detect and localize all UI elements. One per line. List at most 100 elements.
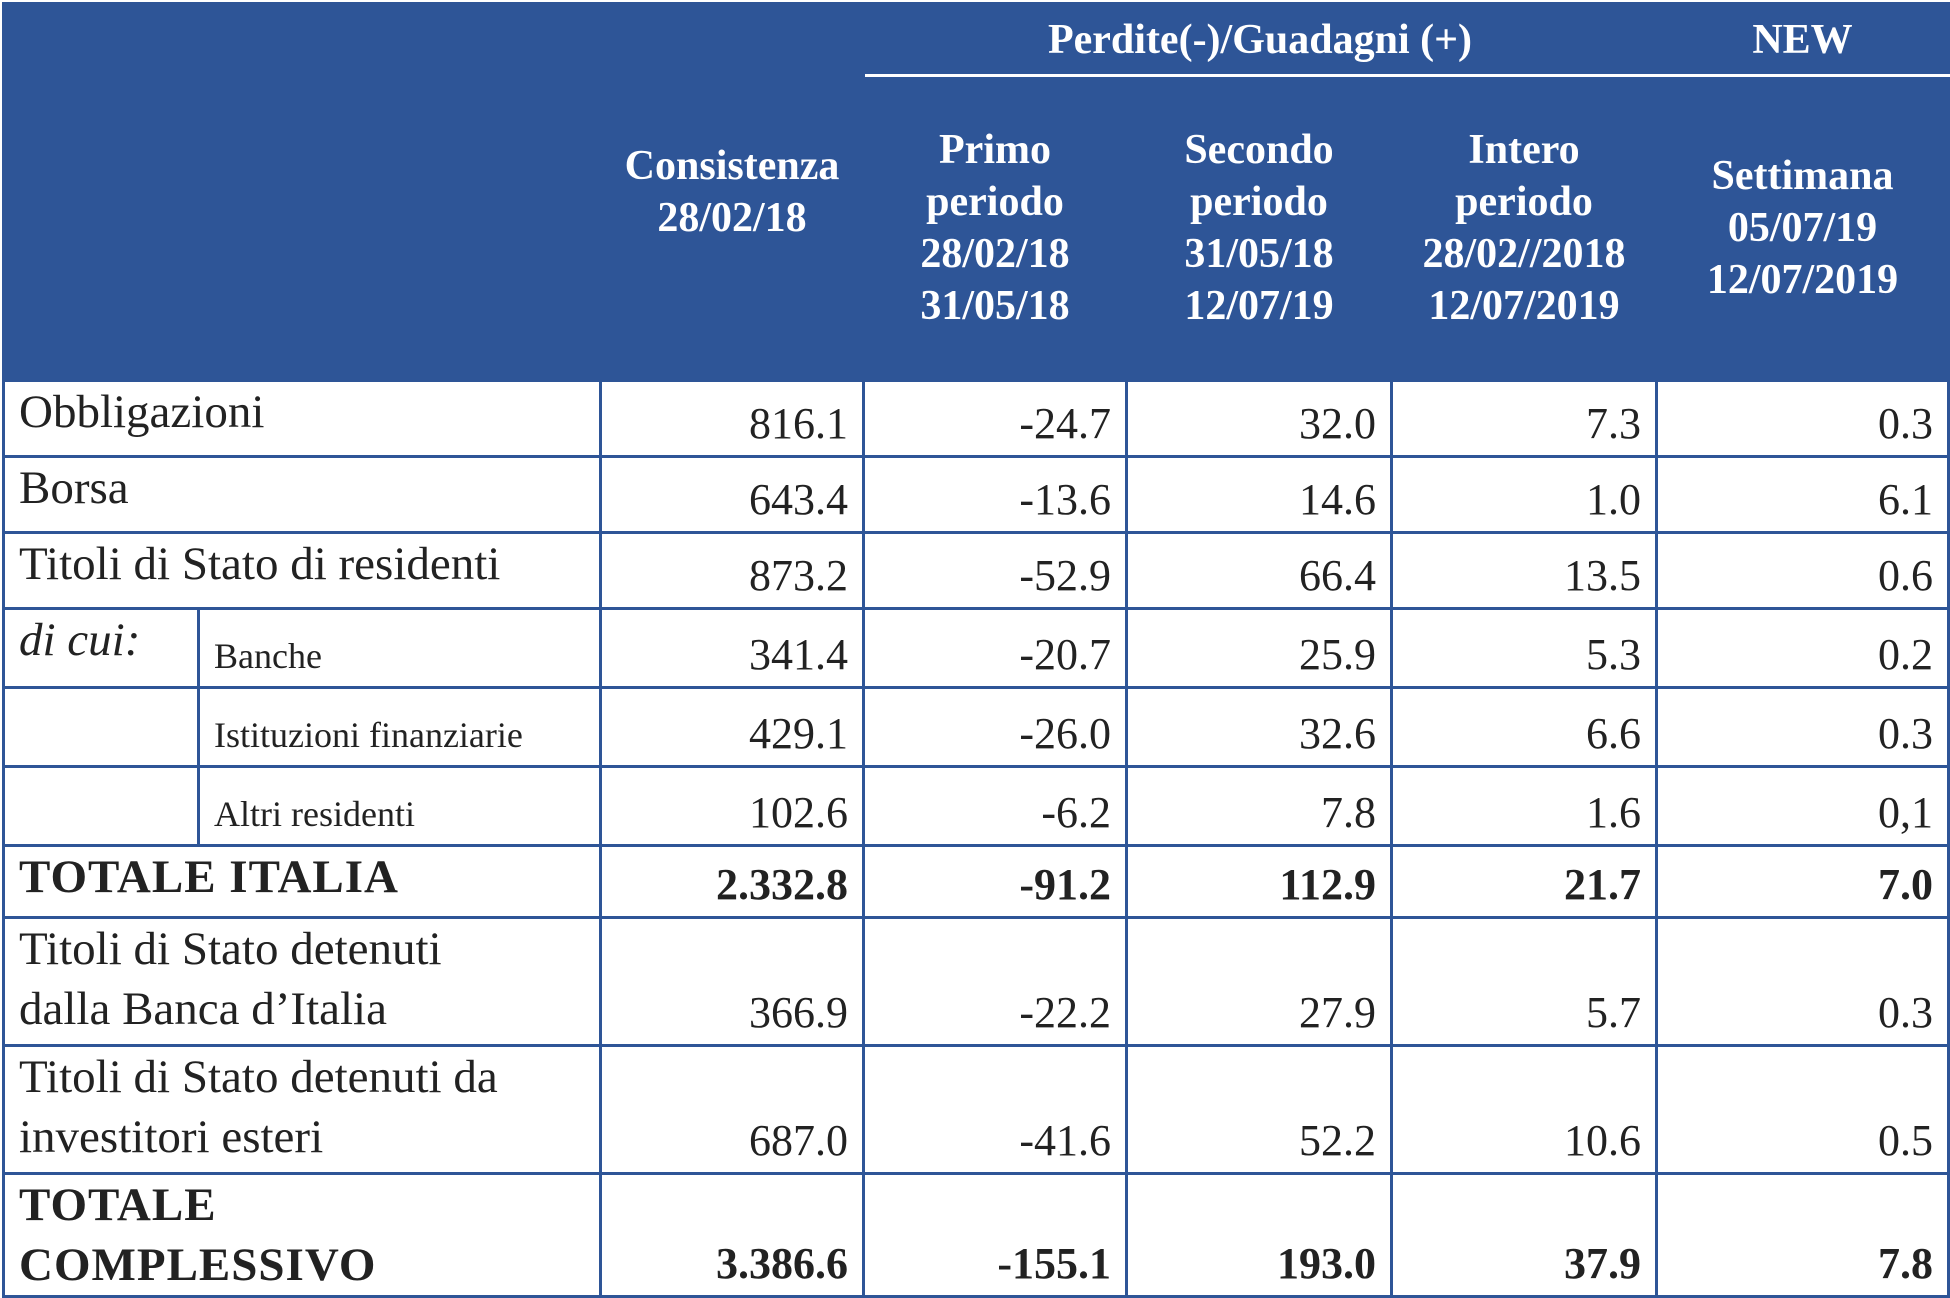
cell-value: 0.3 [1655,379,1950,458]
cell-value: 5.3 [1389,607,1659,689]
row-label-esteri-line2: investitori esteri [19,1111,324,1163]
header-intero-line1: Intero [1468,127,1580,173]
row-label-istituzioni: Istituzioni finanziarie [197,686,602,768]
cell-value: -22.2 [862,916,1128,1047]
cell-value: -13.6 [862,455,1128,534]
row-label-banche: Banche [197,607,602,689]
header-secondo-line2: periodo [1190,179,1328,225]
row-label-totale-italia: TOTALE ITALIA [2,844,602,919]
header-primo-periodo: Primo periodo 28/02/18 31/05/18 [862,74,1128,382]
cell-value: -91.2 [862,844,1128,919]
cell-value: 643.4 [599,455,865,534]
empty-cell [2,686,200,768]
header-settimana: Settimana 05/07/19 12/07/2019 [1655,74,1950,382]
cell-value: 21.7 [1389,844,1659,919]
header-new: NEW [1655,2,1950,77]
header-intero-line3: 28/02//2018 [1422,231,1626,277]
cell-value: 7.8 [1125,765,1393,847]
row-label-titoli-residenti: Titoli di Stato di residenti [2,531,602,610]
cell-value: 7.8 [1655,1172,1950,1298]
cell-value: -24.7 [862,379,1128,458]
header-consistenza-line2: 28/02/18 [657,195,807,241]
cell-value: 429.1 [599,686,865,768]
header-primo-line4: 31/05/18 [920,283,1070,329]
cell-value: 0.2 [1655,607,1950,689]
cell-value: 366.9 [599,916,865,1047]
cell-value: 32.0 [1125,379,1393,458]
row-label-banca-italia-line1: Titoli di Stato detenuti [19,923,442,975]
cell-value: -20.7 [862,607,1128,689]
header-settimana-line3: 12/07/2019 [1706,257,1899,303]
cell-value: 37.9 [1389,1172,1659,1298]
header-intero-line2: periodo [1455,179,1593,225]
cell-value: 1.0 [1389,455,1659,534]
cell-value: 7.3 [1389,379,1659,458]
header-primo-line1: Primo [939,127,1051,173]
table-row: di cui: Banche 341.4 -20.7 25.9 5.3 0.2 [2,607,1950,689]
header-group-perdite-guadagni: Perdite(-)/Guadagni (+) [861,2,1659,77]
cell-value: 27.9 [1125,916,1393,1047]
cell-value: 816.1 [599,379,865,458]
table-row-total: TOTALE ITALIA 2.332.8 -91.2 112.9 21.7 7… [2,844,1950,919]
header-consistenza: Consistenza 28/02/18 [599,2,865,382]
table-row: Titoli di Stato detenuti dalla Banca d’I… [2,916,1950,1047]
header-consistenza-line1: Consistenza [624,143,840,189]
cell-value: 52.2 [1125,1044,1393,1175]
row-label-esteri: Titoli di Stato detenuti da investitori … [2,1044,602,1175]
table-row-total: TOTALE COMPLESSIVO 3.386.6 -155.1 193.0 … [2,1172,1950,1298]
row-label-totale-complessivo: TOTALE COMPLESSIVO [2,1172,602,1298]
row-label-altri: Altri residenti [197,765,602,847]
header-primo-line2: periodo [926,179,1064,225]
cell-value: 112.9 [1125,844,1393,919]
cell-value: -52.9 [862,531,1128,610]
cell-value: 32.6 [1125,686,1393,768]
table-row: Titoli di Stato detenuti da investitori … [2,1044,1950,1175]
header-group-label: Perdite(-)/Guadagni (+) [1047,16,1473,63]
cell-value: 13.5 [1389,531,1659,610]
header-empty-corner [2,2,602,382]
cell-value: 0.6 [1655,531,1950,610]
header-new-label: NEW [1752,16,1853,63]
row-label-esteri-line1: Titoli di Stato detenuti da [19,1051,498,1103]
table-row: Obbligazioni 816.1 -24.7 32.0 7.3 0.3 [2,379,1950,458]
header-secondo-line3: 31/05/18 [1184,231,1334,277]
header-secondo-periodo: Secondo periodo 31/05/18 12/07/19 [1125,74,1393,382]
header-intero-line4: 12/07/2019 [1428,283,1620,329]
cell-value: 6.1 [1655,455,1950,534]
header-settimana-line1: Settimana [1711,153,1894,199]
cell-value: -41.6 [862,1044,1128,1175]
cell-value: 3.386.6 [599,1172,865,1298]
cell-value: 0,1 [1655,765,1950,847]
cell-value: -6.2 [862,765,1128,847]
cell-value: 25.9 [1125,607,1393,689]
header-secondo-line1: Secondo [1184,127,1334,173]
cell-value: 873.2 [599,531,865,610]
di-cui-label: di cui: [2,607,200,689]
row-label-borsa: Borsa [2,455,602,534]
cell-value: 10.6 [1389,1044,1659,1175]
cell-value: 0.5 [1655,1044,1950,1175]
cell-value: 2.332.8 [599,844,865,919]
cell-value: 687.0 [599,1044,865,1175]
cell-value: 193.0 [1125,1172,1393,1298]
header-primo-line3: 28/02/18 [920,231,1070,277]
cell-value: 7.0 [1655,844,1950,919]
empty-cell [2,765,200,847]
row-label-banca-italia-line2: dalla Banca d’Italia [19,983,387,1035]
cell-value: 0.3 [1655,686,1950,768]
cell-value: 1.6 [1389,765,1659,847]
cell-value: 341.4 [599,607,865,689]
table-row: Borsa 643.4 -13.6 14.6 1.0 6.1 [2,455,1950,534]
cell-value: 0.3 [1655,916,1950,1047]
cell-value: 14.6 [1125,455,1393,534]
table-row: Titoli di Stato di residenti 873.2 -52.9… [2,531,1950,610]
header-intero-periodo: Intero periodo 28/02//2018 12/07/2019 [1389,74,1659,382]
row-label-totale-complessivo-line1: TOTALE [19,1179,217,1231]
cell-value: -155.1 [862,1172,1128,1298]
header-secondo-line4: 12/07/19 [1184,283,1334,329]
cell-value: -26.0 [862,686,1128,768]
cell-value: 66.4 [1125,531,1393,610]
cell-value: 6.6 [1389,686,1659,768]
row-label-banca-italia: Titoli di Stato detenuti dalla Banca d’I… [2,916,602,1047]
